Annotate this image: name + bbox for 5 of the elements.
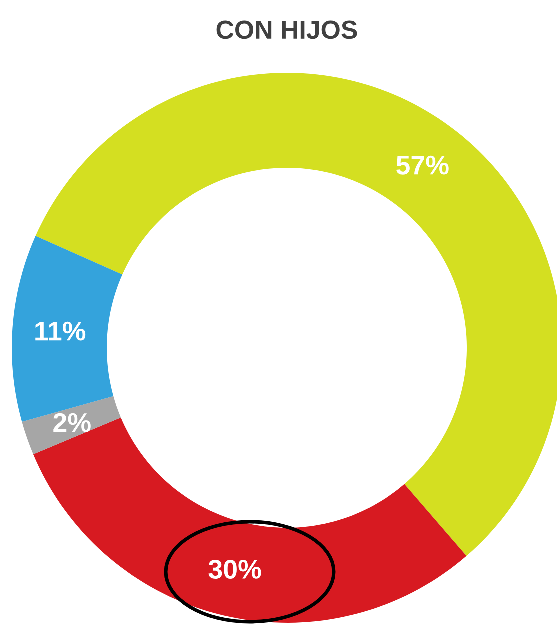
data-label: 57% xyxy=(396,156,449,175)
data-label: 2% xyxy=(54,413,91,432)
data-label: 30% xyxy=(208,560,262,580)
chart-title: CON HIJOS xyxy=(216,20,358,40)
data-label: 11% xyxy=(36,322,86,341)
